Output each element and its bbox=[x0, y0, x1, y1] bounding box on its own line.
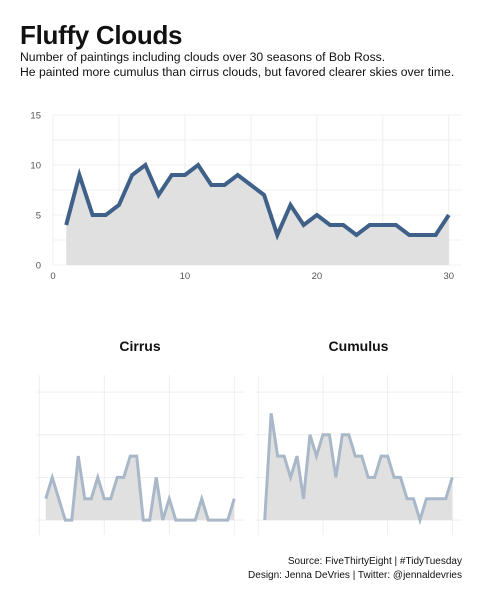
caption-source: Source: FiveThirtyEight | #TidyTuesday bbox=[287, 556, 462, 567]
x-tick-label: 20 bbox=[312, 271, 323, 282]
series-line bbox=[263, 413, 454, 526]
series-area bbox=[45, 456, 235, 521]
main-panel: 0 10 20 30 0 5 10 15 bbox=[30, 111, 462, 282]
y-tick-label: 10 bbox=[30, 161, 41, 172]
x-tick-label: 30 bbox=[444, 271, 455, 282]
x-tick-label: 10 bbox=[180, 271, 191, 282]
chart-title: Fluffy Clouds bbox=[20, 20, 183, 50]
cirrus-panel: Cirrus bbox=[36, 338, 244, 535]
series-line bbox=[64, 161, 451, 241]
caption: Source: FiveThirtyEight | #TidyTuesday D… bbox=[248, 555, 462, 583]
cumulus-panel: Cumulus bbox=[255, 338, 462, 535]
series-line bbox=[44, 454, 236, 522]
series-area bbox=[264, 413, 453, 521]
subtitle-line-1: Number of paintings including clouds ove… bbox=[20, 50, 386, 64]
y-tick-label: 5 bbox=[36, 211, 41, 222]
caption-design: Design: Jenna DeVries | Twitter: @jennal… bbox=[248, 570, 462, 581]
chart-subtitle: Number of paintings including clouds ove… bbox=[20, 50, 454, 80]
facet-label: Cirrus bbox=[119, 338, 160, 354]
y-tick-label: 0 bbox=[36, 261, 41, 272]
facet-label: Cumulus bbox=[329, 338, 389, 354]
subtitle-line-2: He painted more cumulus than cirrus clou… bbox=[20, 65, 455, 79]
x-tick-label: 0 bbox=[50, 271, 55, 282]
y-tick-label: 15 bbox=[30, 111, 41, 122]
